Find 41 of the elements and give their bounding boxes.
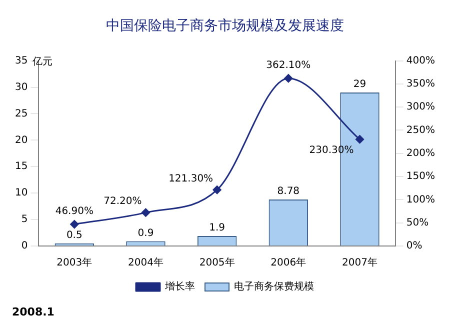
point xyxy=(70,220,79,229)
x-tick-label: 2005年 xyxy=(199,256,235,269)
y2-tick-label: 150% xyxy=(406,171,436,182)
data-label: 0.5 xyxy=(66,230,82,241)
y2-tick-label: 250% xyxy=(406,124,436,136)
data-label: 46.90% xyxy=(55,206,94,217)
y-tick-label: 35 xyxy=(14,55,28,66)
y-tick-label: 25 xyxy=(14,108,28,120)
data-label: 0.9 xyxy=(138,228,154,239)
data-label: 72.20% xyxy=(104,196,142,208)
y2-tick-label: 300% xyxy=(406,102,436,113)
x-tick-label: 2007年 xyxy=(342,256,378,269)
data-label: 29 xyxy=(353,79,366,90)
chart-title: 中国保险电子商务市场规模及发展速度 xyxy=(106,18,344,34)
point xyxy=(212,186,222,194)
point xyxy=(141,208,150,217)
y2-tick-label: 400% xyxy=(406,55,436,66)
data-label: 8.78 xyxy=(277,186,300,198)
y-axis-title: 亿元 xyxy=(32,56,53,68)
y-tick-label: 10 xyxy=(14,188,28,199)
y-tick-label: 15 xyxy=(14,161,28,172)
y-tick-label: 5 xyxy=(21,214,28,226)
legend-label: 电子商务保费规模 xyxy=(234,280,314,293)
x-tick-label: 2006年 xyxy=(270,256,306,269)
legend-label: 增长率 xyxy=(164,280,195,293)
data-label: 121.30% xyxy=(168,173,214,184)
y2-tick-label: 100% xyxy=(406,194,436,206)
y2-tick-label: 0% xyxy=(406,240,422,252)
x-tick-label: 2003年 xyxy=(56,256,92,269)
y2-tick-label: 350% xyxy=(406,78,436,90)
x-tick-label: 2004年 xyxy=(128,256,164,269)
point xyxy=(284,74,293,83)
data-label: 1.9 xyxy=(209,222,226,234)
y-tick-label: 0 xyxy=(21,240,28,252)
y-tick-label: 30 xyxy=(14,82,28,93)
text: 2008.1 xyxy=(12,305,54,318)
y2-tick-label: 200% xyxy=(406,148,436,159)
y-tick-label: 20 xyxy=(14,134,28,146)
y2-tick-label: 50% xyxy=(406,217,429,228)
point xyxy=(355,135,364,144)
data-label: 362.10% xyxy=(266,60,311,71)
